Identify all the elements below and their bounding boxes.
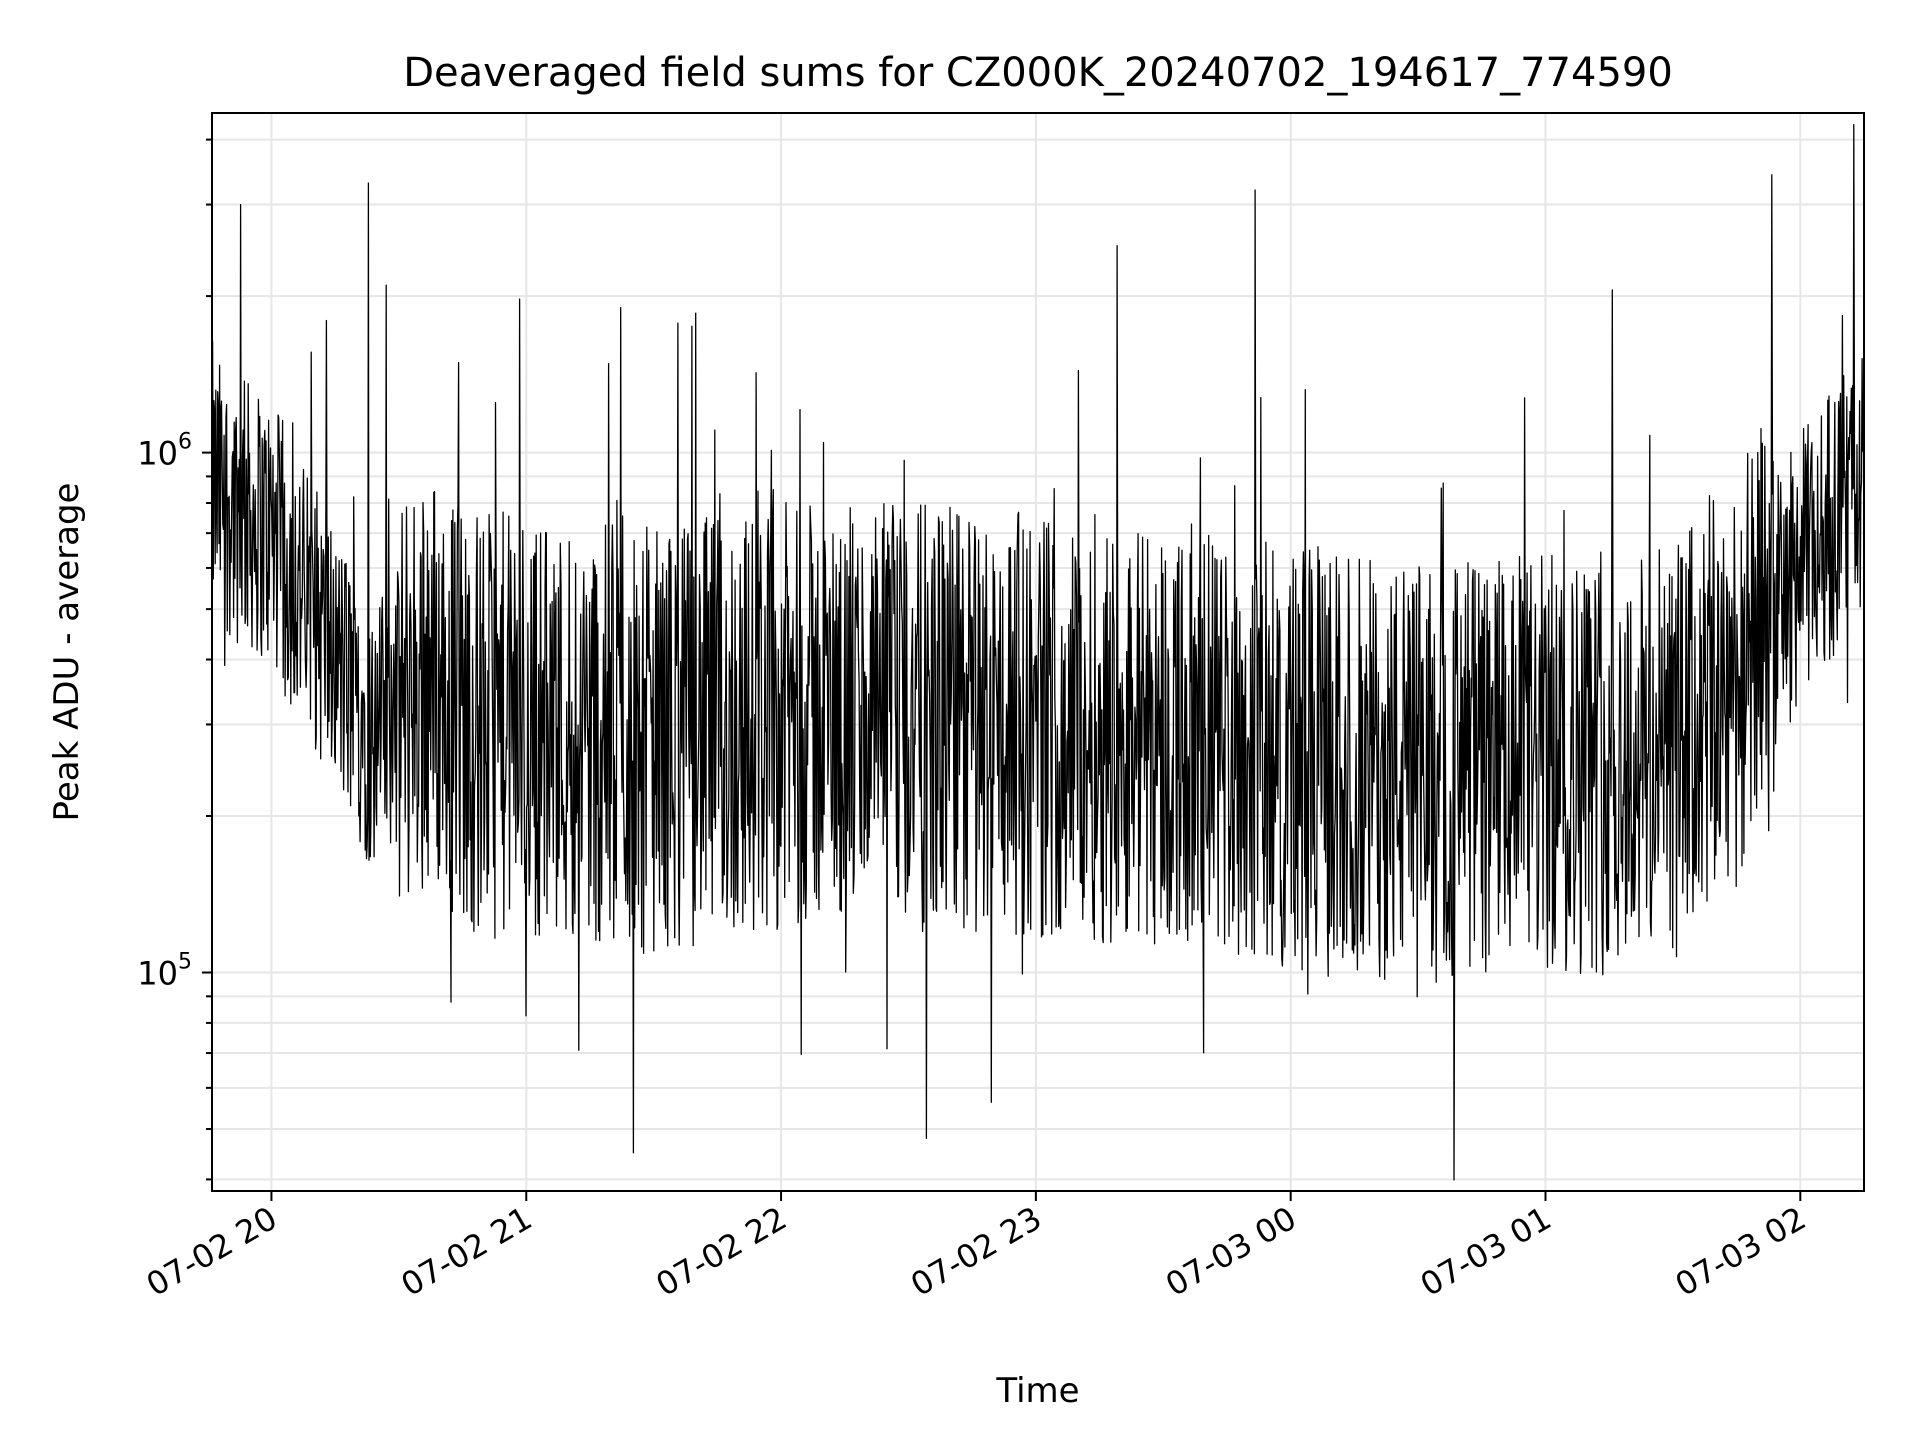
series-line — [211, 123, 1865, 1181]
y-tick-label: 106 — [137, 430, 192, 473]
chart-title: Deaveraged field sums for CZ000K_2024070… — [403, 50, 1673, 96]
y-tick-label: 105 — [137, 950, 192, 993]
plot-frame — [211, 112, 1865, 1192]
data-line — [211, 123, 1865, 1181]
x-axis-label: Time — [995, 1371, 1079, 1411]
y-axis-label: Peak ADU - average — [47, 483, 87, 822]
y-axis: 105 106 — [137, 138, 212, 1181]
